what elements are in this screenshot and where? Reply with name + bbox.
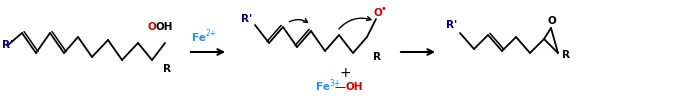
Text: OH: OH bbox=[155, 22, 172, 32]
Text: +: + bbox=[339, 66, 351, 80]
Text: R: R bbox=[562, 50, 570, 60]
Text: R: R bbox=[163, 64, 171, 74]
Text: O: O bbox=[547, 16, 556, 26]
Text: R': R' bbox=[2, 40, 14, 50]
Text: 2+: 2+ bbox=[205, 30, 216, 39]
Text: Fe: Fe bbox=[316, 82, 330, 92]
Text: R': R' bbox=[241, 14, 252, 24]
Text: OH: OH bbox=[345, 82, 363, 92]
Text: 3+: 3+ bbox=[329, 79, 340, 87]
Text: Fe: Fe bbox=[192, 33, 206, 43]
Text: •: • bbox=[381, 4, 387, 14]
Text: O: O bbox=[373, 8, 382, 18]
Text: O: O bbox=[148, 22, 157, 32]
Text: R: R bbox=[373, 52, 381, 62]
Text: R': R' bbox=[446, 20, 457, 30]
Text: —: — bbox=[334, 82, 345, 92]
